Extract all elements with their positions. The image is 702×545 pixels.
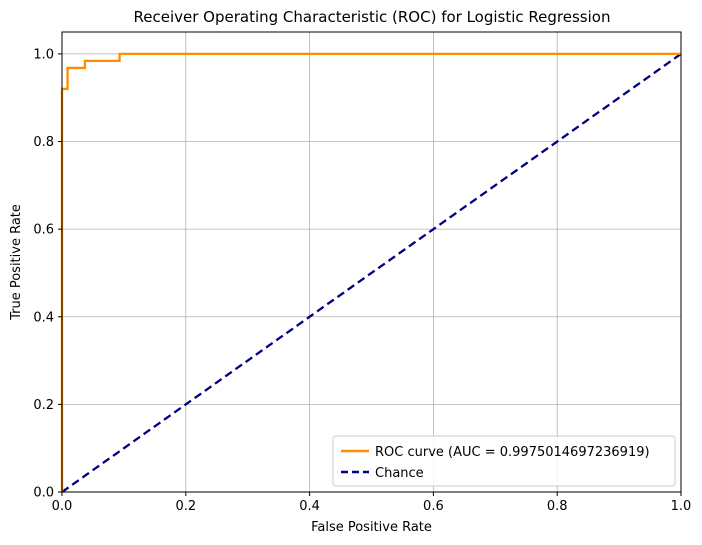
y-tick-label: 0.4: [33, 310, 54, 325]
chance-line: [61, 52, 682, 493]
y-tick-label: 0.6: [33, 223, 54, 238]
legend: ROC curve (AUC = 0.9975014697236919) Cha…: [332, 435, 676, 487]
x-tick-label: 1.0: [671, 499, 692, 514]
x-tick-label: 0.6: [423, 499, 444, 514]
x-tick-label: 0.2: [175, 499, 196, 514]
x-tick-label: 0.0: [52, 499, 73, 514]
x-tick-label: 0.4: [299, 499, 320, 514]
roc-curve-line: [60, 52, 681, 492]
series-layer: [60, 52, 682, 493]
y-tick-label: 0.2: [33, 398, 54, 413]
legend-box: [332, 435, 676, 487]
chart-title: Receiver Operating Characteristic (ROC) …: [134, 8, 611, 26]
y-tick-label: 0.8: [33, 135, 54, 150]
x-axis-label: False Positive Rate: [311, 520, 432, 535]
y-tick-label: 1.0: [33, 47, 54, 62]
grid: [61, 32, 682, 493]
y-tick-label: 0.0: [33, 486, 54, 501]
legend-label-chance: Chance: [375, 466, 424, 481]
ticks: 0.0 0.2 0.4 0.6 0.8 1.0 0.0 0.2 0.4 0.6 0.8 1.0: [33, 47, 691, 514]
plot-frame: [61, 31, 682, 493]
legend-label-roc: ROC curve (AUC = 0.9975014697236919): [375, 445, 650, 460]
x-tick-label: 0.8: [547, 499, 568, 514]
y-axis-label: True Positive Rate: [9, 204, 24, 321]
